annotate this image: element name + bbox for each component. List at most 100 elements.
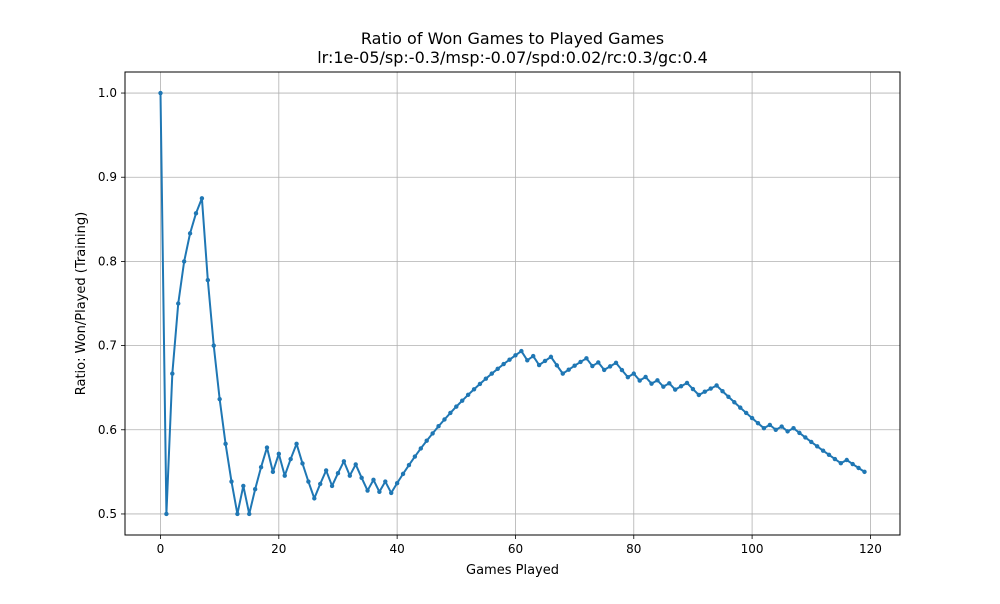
data-point bbox=[554, 363, 560, 368]
data-point bbox=[477, 381, 483, 387]
x-axis-label: Games Played bbox=[466, 563, 559, 578]
data-point bbox=[601, 367, 607, 373]
data-point bbox=[454, 404, 459, 409]
data-point bbox=[412, 454, 418, 459]
data-point bbox=[460, 398, 465, 403]
chart-subtitle: lr:1e-05/sp:-0.3/msp:-0.07/spd:0.02/rc:0… bbox=[317, 48, 708, 67]
data-point bbox=[353, 462, 358, 467]
data-point bbox=[347, 473, 353, 478]
data-point bbox=[732, 400, 737, 405]
data-point bbox=[170, 371, 175, 376]
y-tick-label: 0.7 bbox=[98, 339, 117, 353]
plot-frame bbox=[124, 71, 901, 536]
data-point bbox=[779, 424, 784, 429]
data-point bbox=[430, 431, 435, 436]
y-axis-ticks: 0.5 0.6 0.7 0.8 0.9 1.0 bbox=[98, 86, 125, 521]
data-point bbox=[738, 405, 743, 410]
data-point bbox=[394, 480, 400, 486]
data-point bbox=[826, 452, 832, 458]
data-point bbox=[247, 511, 252, 517]
x-tick-label: 100 bbox=[741, 542, 764, 556]
data-point bbox=[862, 469, 867, 475]
data-point bbox=[359, 475, 364, 481]
data-point bbox=[560, 371, 565, 376]
y-tick-label: 0.5 bbox=[98, 507, 117, 521]
data-point bbox=[270, 469, 276, 475]
data-point bbox=[235, 511, 240, 517]
data-point bbox=[625, 374, 631, 380]
data-point bbox=[714, 383, 719, 388]
data-point bbox=[519, 348, 524, 354]
data-point bbox=[465, 392, 471, 398]
data-point bbox=[637, 378, 642, 383]
data-point bbox=[619, 367, 625, 373]
data-point bbox=[536, 362, 542, 368]
data-point bbox=[306, 479, 311, 484]
data-point bbox=[631, 371, 636, 376]
data-point bbox=[471, 387, 477, 392]
data-point bbox=[690, 386, 696, 392]
data-point bbox=[229, 479, 234, 484]
data-point bbox=[767, 422, 773, 428]
data-point bbox=[542, 358, 548, 364]
data-point bbox=[406, 462, 412, 468]
data-point bbox=[377, 489, 382, 495]
data-point bbox=[525, 358, 530, 363]
data-point bbox=[661, 384, 666, 389]
data-point bbox=[797, 430, 802, 436]
data-point bbox=[856, 465, 861, 471]
data-point bbox=[809, 439, 814, 445]
data-point bbox=[389, 490, 394, 496]
data-point bbox=[211, 343, 216, 348]
y-axis-label: Ratio: Won/Played (Training) bbox=[74, 212, 89, 396]
data-point bbox=[501, 361, 506, 367]
data-point bbox=[584, 356, 589, 361]
data-point bbox=[187, 231, 193, 236]
data-point bbox=[483, 376, 489, 381]
data-point bbox=[241, 483, 246, 489]
data-point bbox=[205, 277, 211, 283]
data-point bbox=[383, 479, 388, 484]
data-point bbox=[158, 90, 163, 96]
data-point bbox=[773, 427, 778, 432]
data-point bbox=[785, 429, 790, 434]
data-point bbox=[424, 438, 429, 443]
data-point bbox=[193, 211, 199, 216]
plot-area bbox=[125, 72, 900, 535]
data-point bbox=[814, 444, 820, 449]
data-point bbox=[418, 446, 424, 451]
data-point bbox=[726, 394, 731, 399]
data-point bbox=[199, 196, 205, 201]
y-tick-label: 0.8 bbox=[98, 254, 117, 268]
data-point bbox=[578, 359, 583, 365]
data-point bbox=[300, 461, 305, 466]
data-point bbox=[181, 259, 187, 264]
data-point bbox=[702, 389, 707, 394]
data-point bbox=[838, 460, 844, 466]
data-point bbox=[672, 387, 678, 392]
data-point bbox=[607, 364, 613, 369]
grid-lines bbox=[125, 72, 900, 535]
data-point bbox=[548, 354, 554, 360]
data-point bbox=[252, 487, 258, 492]
x-tick-label: 80 bbox=[626, 542, 641, 556]
y-tick-label: 0.6 bbox=[98, 423, 117, 437]
data-point bbox=[371, 477, 376, 483]
data-point bbox=[176, 301, 181, 306]
data-point bbox=[844, 457, 849, 463]
data-point bbox=[335, 471, 341, 476]
data-point bbox=[667, 381, 672, 386]
data-point bbox=[448, 410, 453, 416]
data-point bbox=[643, 374, 648, 380]
data-point bbox=[294, 441, 299, 447]
data-point bbox=[720, 389, 725, 394]
x-tick-label: 40 bbox=[389, 542, 404, 556]
data-point bbox=[655, 378, 660, 383]
data-point bbox=[613, 360, 619, 366]
data-point bbox=[442, 417, 447, 422]
data-point bbox=[749, 415, 755, 421]
data-point bbox=[761, 425, 767, 431]
data-point bbox=[566, 367, 571, 372]
data-point bbox=[329, 483, 335, 489]
data-point bbox=[400, 471, 406, 477]
